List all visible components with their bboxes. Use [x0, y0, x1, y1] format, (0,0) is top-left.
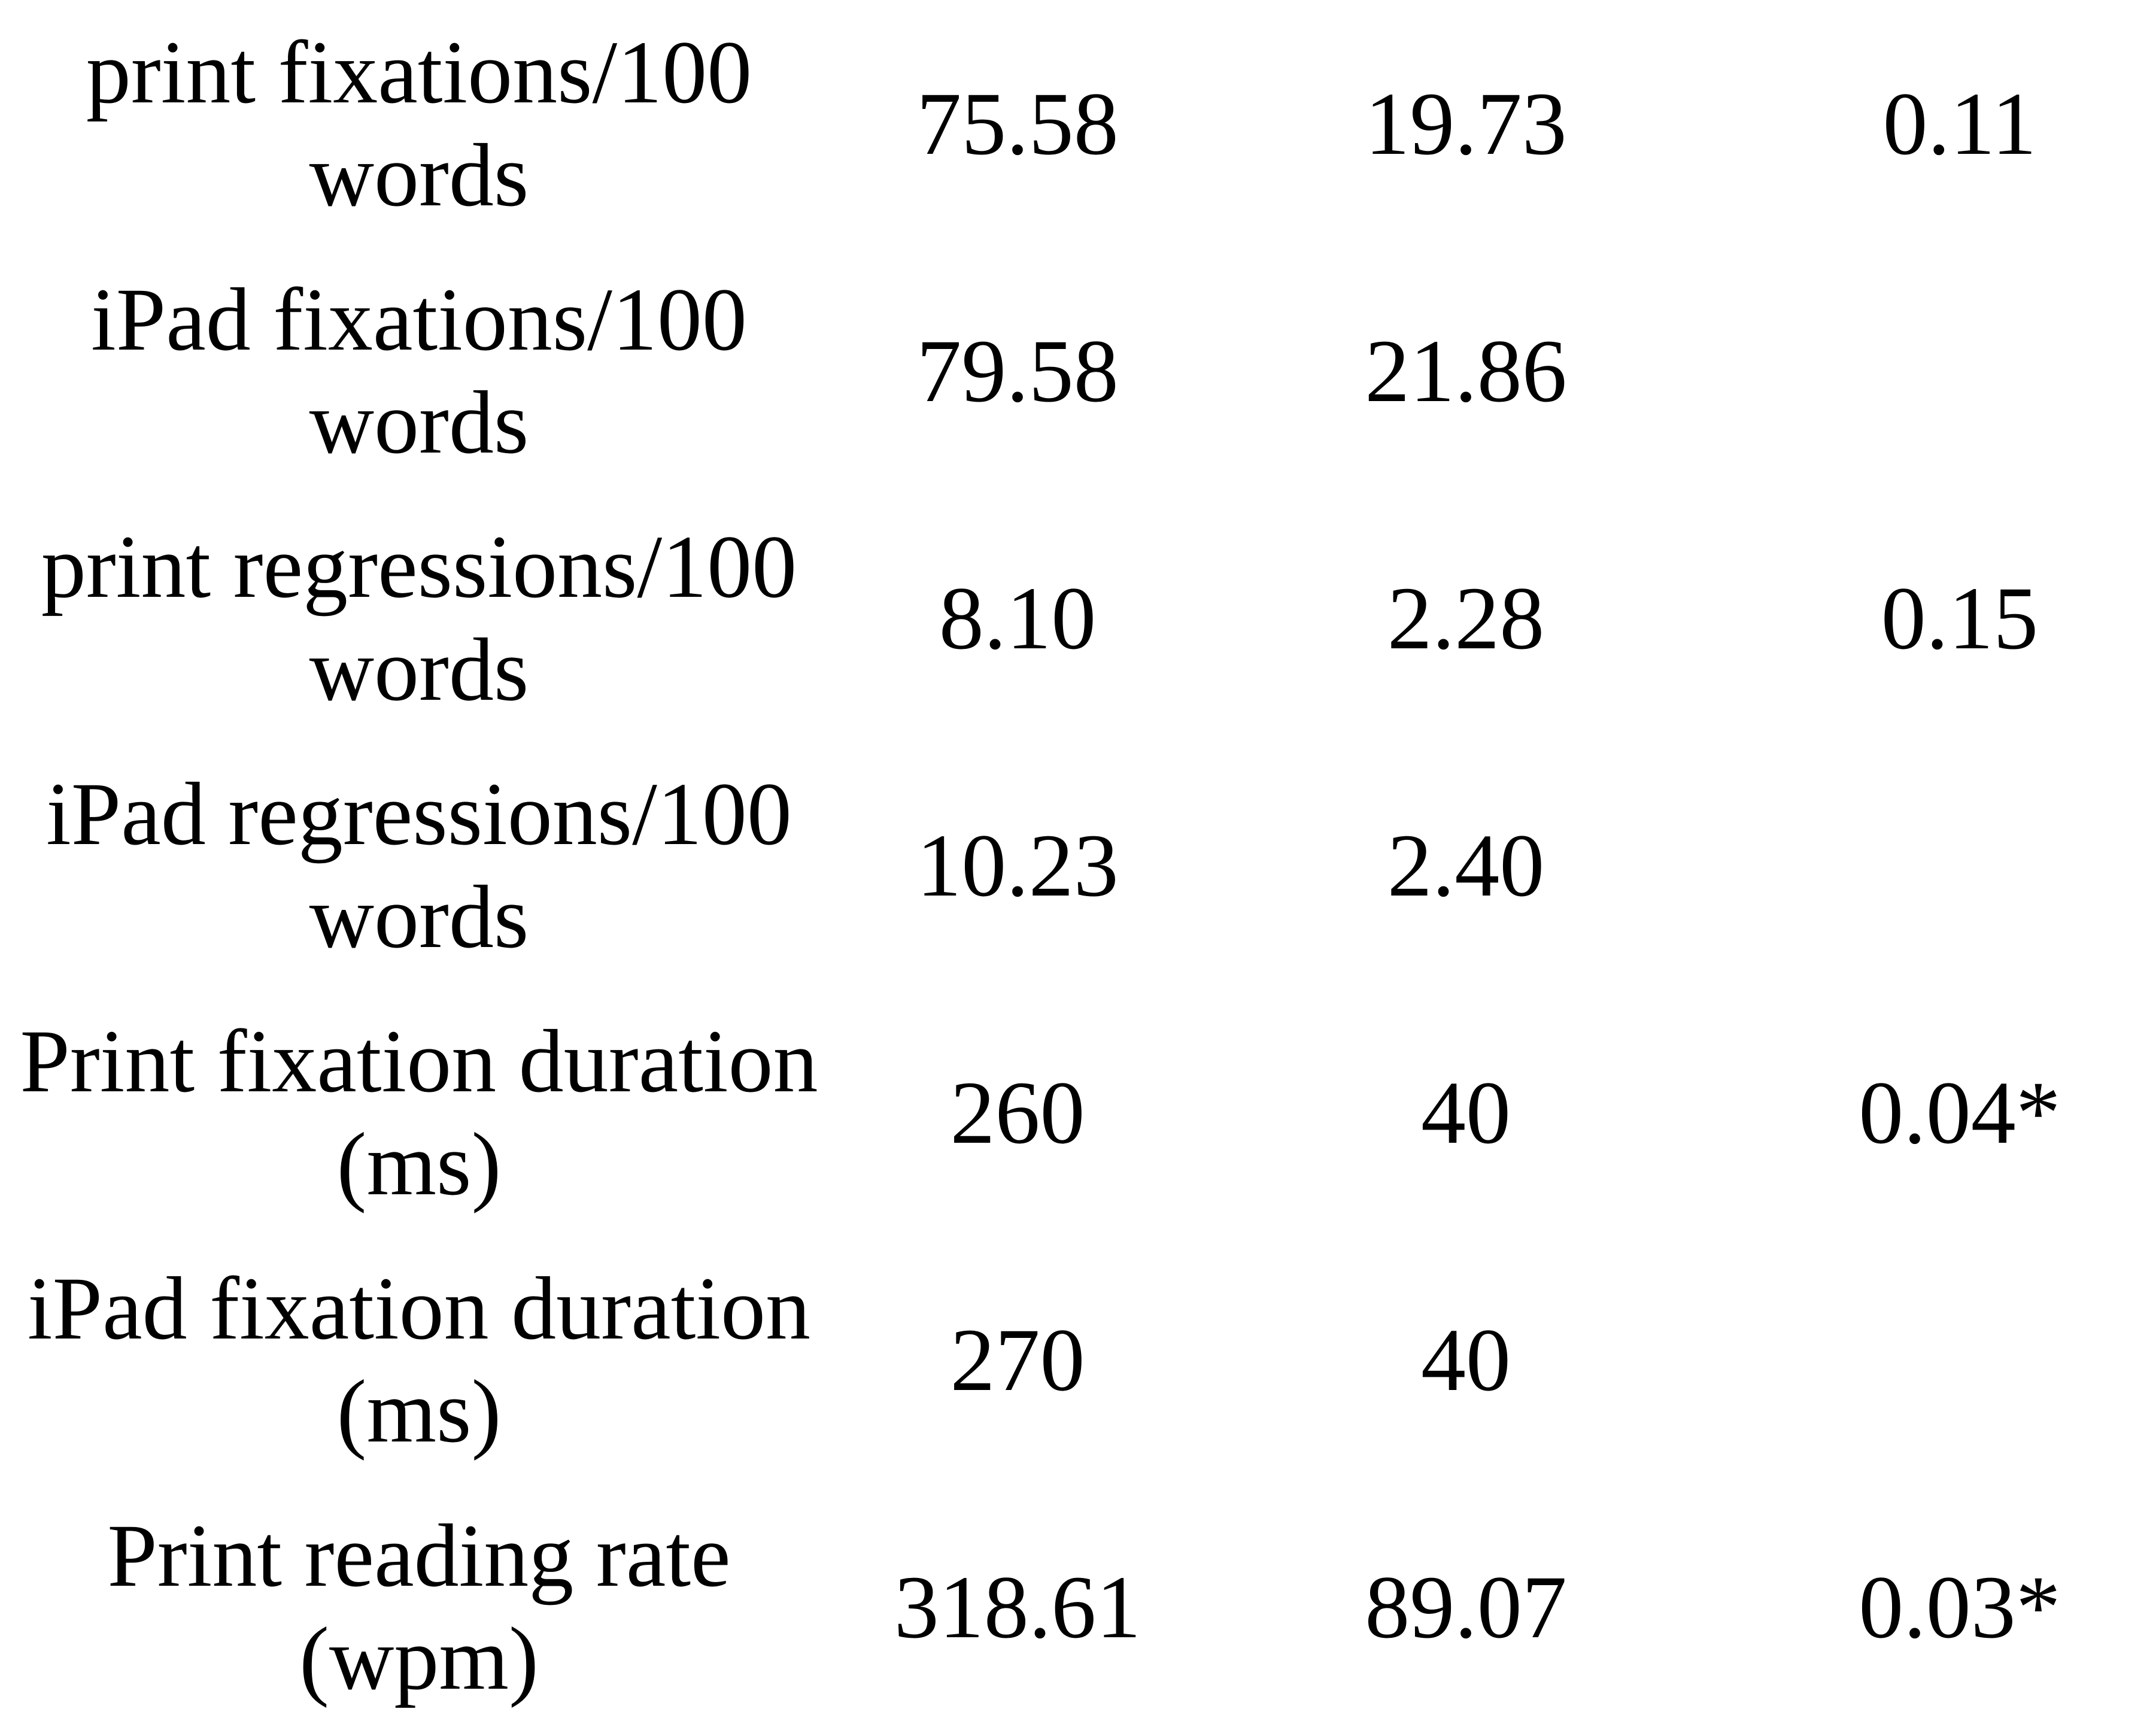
row-label: print regressions/100 words	[41, 517, 797, 720]
row-label: print fixations/100 words	[86, 22, 752, 225]
table-cell: 89.07	[1365, 1557, 1567, 1657]
table-row: iPad regressions/100 words 10.23 2.40	[0, 742, 2156, 989]
table-cell: 75.58	[916, 74, 1119, 174]
table-row: Print fixation duration (ms) 260 40 0.04*	[0, 989, 2156, 1236]
table-cell: 2.28	[1387, 568, 1545, 668]
row-label: iPad fixation duration (ms)	[27, 1258, 811, 1461]
row-label: Print fixation duration (ms)	[20, 1011, 818, 1214]
table-cell: 79.58	[916, 321, 1119, 421]
table-row: iPad fixations/100 words 79.58 21.86	[0, 247, 2156, 494]
table-cell: 318.61	[894, 1557, 1141, 1657]
row-label: Print reading rate (wpm)	[107, 1506, 731, 1708]
table-cell: 270	[950, 1310, 1085, 1410]
table-cell: 21.86	[1365, 321, 1567, 421]
table-row: Print reading rate (wpm) 318.61 89.07 0.03*	[0, 1483, 2156, 1731]
table-cell: 260	[950, 1063, 1085, 1163]
table-cell: 40	[1421, 1310, 1511, 1410]
table-cell: 40	[1421, 1063, 1511, 1163]
table-cell: 2.40	[1387, 815, 1545, 915]
table-cell: 19.73	[1365, 74, 1567, 174]
table-cell: 0.15	[1881, 568, 2039, 668]
row-label: iPad regressions/100 words	[46, 764, 792, 967]
table-cell: 10.23	[916, 815, 1119, 915]
table-cell: 0.03*	[1859, 1557, 2061, 1657]
table-row: print fixations/100 words 75.58 19.73 0.11	[0, 0, 2156, 247]
row-label: iPad fixations/100 words	[91, 269, 747, 472]
table-cell: 8.10	[939, 568, 1097, 668]
table-cell: 0.04*	[1859, 1063, 2061, 1163]
table-row: iPad fixation duration (ms) 270 40	[0, 1236, 2156, 1483]
table-row: print regressions/100 words 8.10 2.28 0.15	[0, 494, 2156, 742]
table-cell: 0.11	[1882, 74, 2037, 174]
